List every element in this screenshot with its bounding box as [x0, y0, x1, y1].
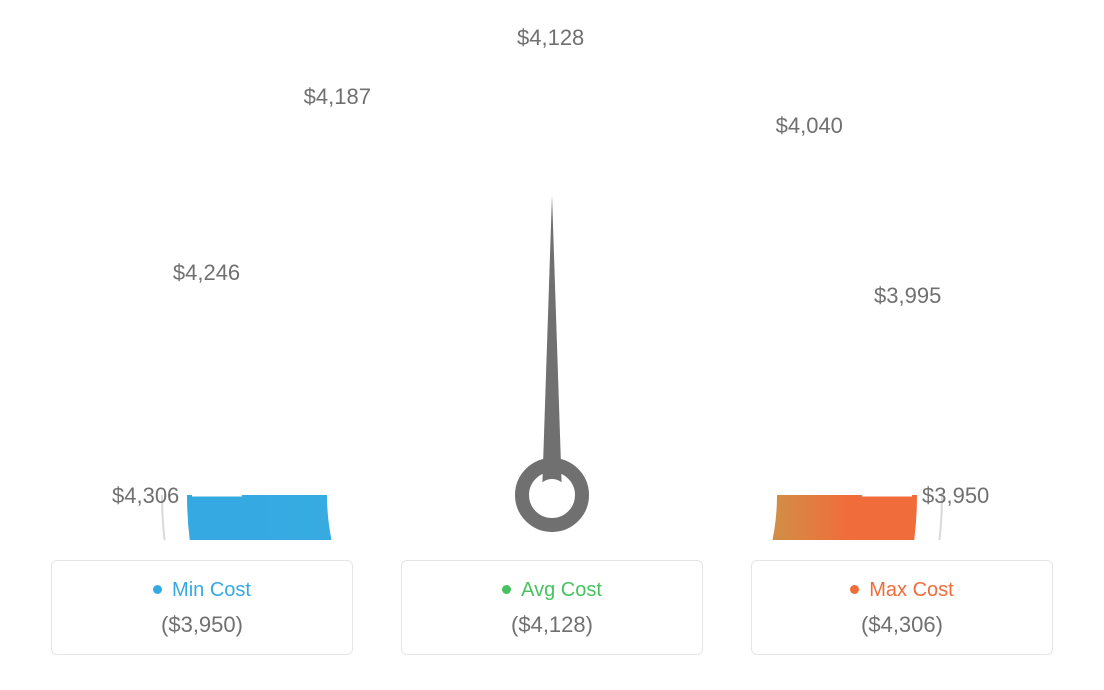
- dot-icon: [502, 585, 511, 594]
- legend-min-value: ($3,950): [52, 612, 352, 638]
- legend-avg-label: Avg Cost: [521, 579, 602, 601]
- legend-max-value: ($4,306): [752, 612, 1052, 638]
- gauge-needle: [522, 195, 582, 525]
- legend-min-card: Min Cost ($3,950): [51, 560, 353, 655]
- gauge-tick-label: $4,128: [517, 25, 584, 51]
- gauge-tick-label: $4,040: [776, 113, 843, 139]
- legend-max-title: Max Cost: [752, 579, 1052, 602]
- legend-min-label: Min Cost: [172, 579, 251, 601]
- dot-icon: [153, 585, 162, 594]
- legend-max-card: Max Cost ($4,306): [751, 560, 1053, 655]
- gauge-area: $3,950 $3,995 $4,040 $4,128 $4,187 $4,246 $4,3…: [0, 0, 1104, 540]
- legend-avg-card: Avg Cost ($4,128): [401, 560, 703, 655]
- gauge-tick-label: $4,246: [173, 260, 240, 286]
- gauge-tick-label: $4,306: [112, 483, 179, 509]
- gauge-tick-label: $3,995: [874, 283, 941, 309]
- legend-max-label: Max Cost: [869, 579, 953, 601]
- dot-icon: [850, 585, 859, 594]
- gauge-tick-label: $4,187: [304, 84, 371, 110]
- legend-row: Min Cost ($3,950) Avg Cost ($4,128) Max …: [0, 560, 1104, 655]
- legend-avg-value: ($4,128): [402, 612, 702, 638]
- cost-gauge-chart: $3,950 $3,995 $4,040 $4,128 $4,187 $4,246 $4,3…: [0, 0, 1104, 690]
- gauge-tick-label: $3,950: [922, 483, 989, 509]
- gauge-svg: [0, 0, 1104, 540]
- legend-min-title: Min Cost: [52, 579, 352, 602]
- legend-avg-title: Avg Cost: [402, 579, 702, 602]
